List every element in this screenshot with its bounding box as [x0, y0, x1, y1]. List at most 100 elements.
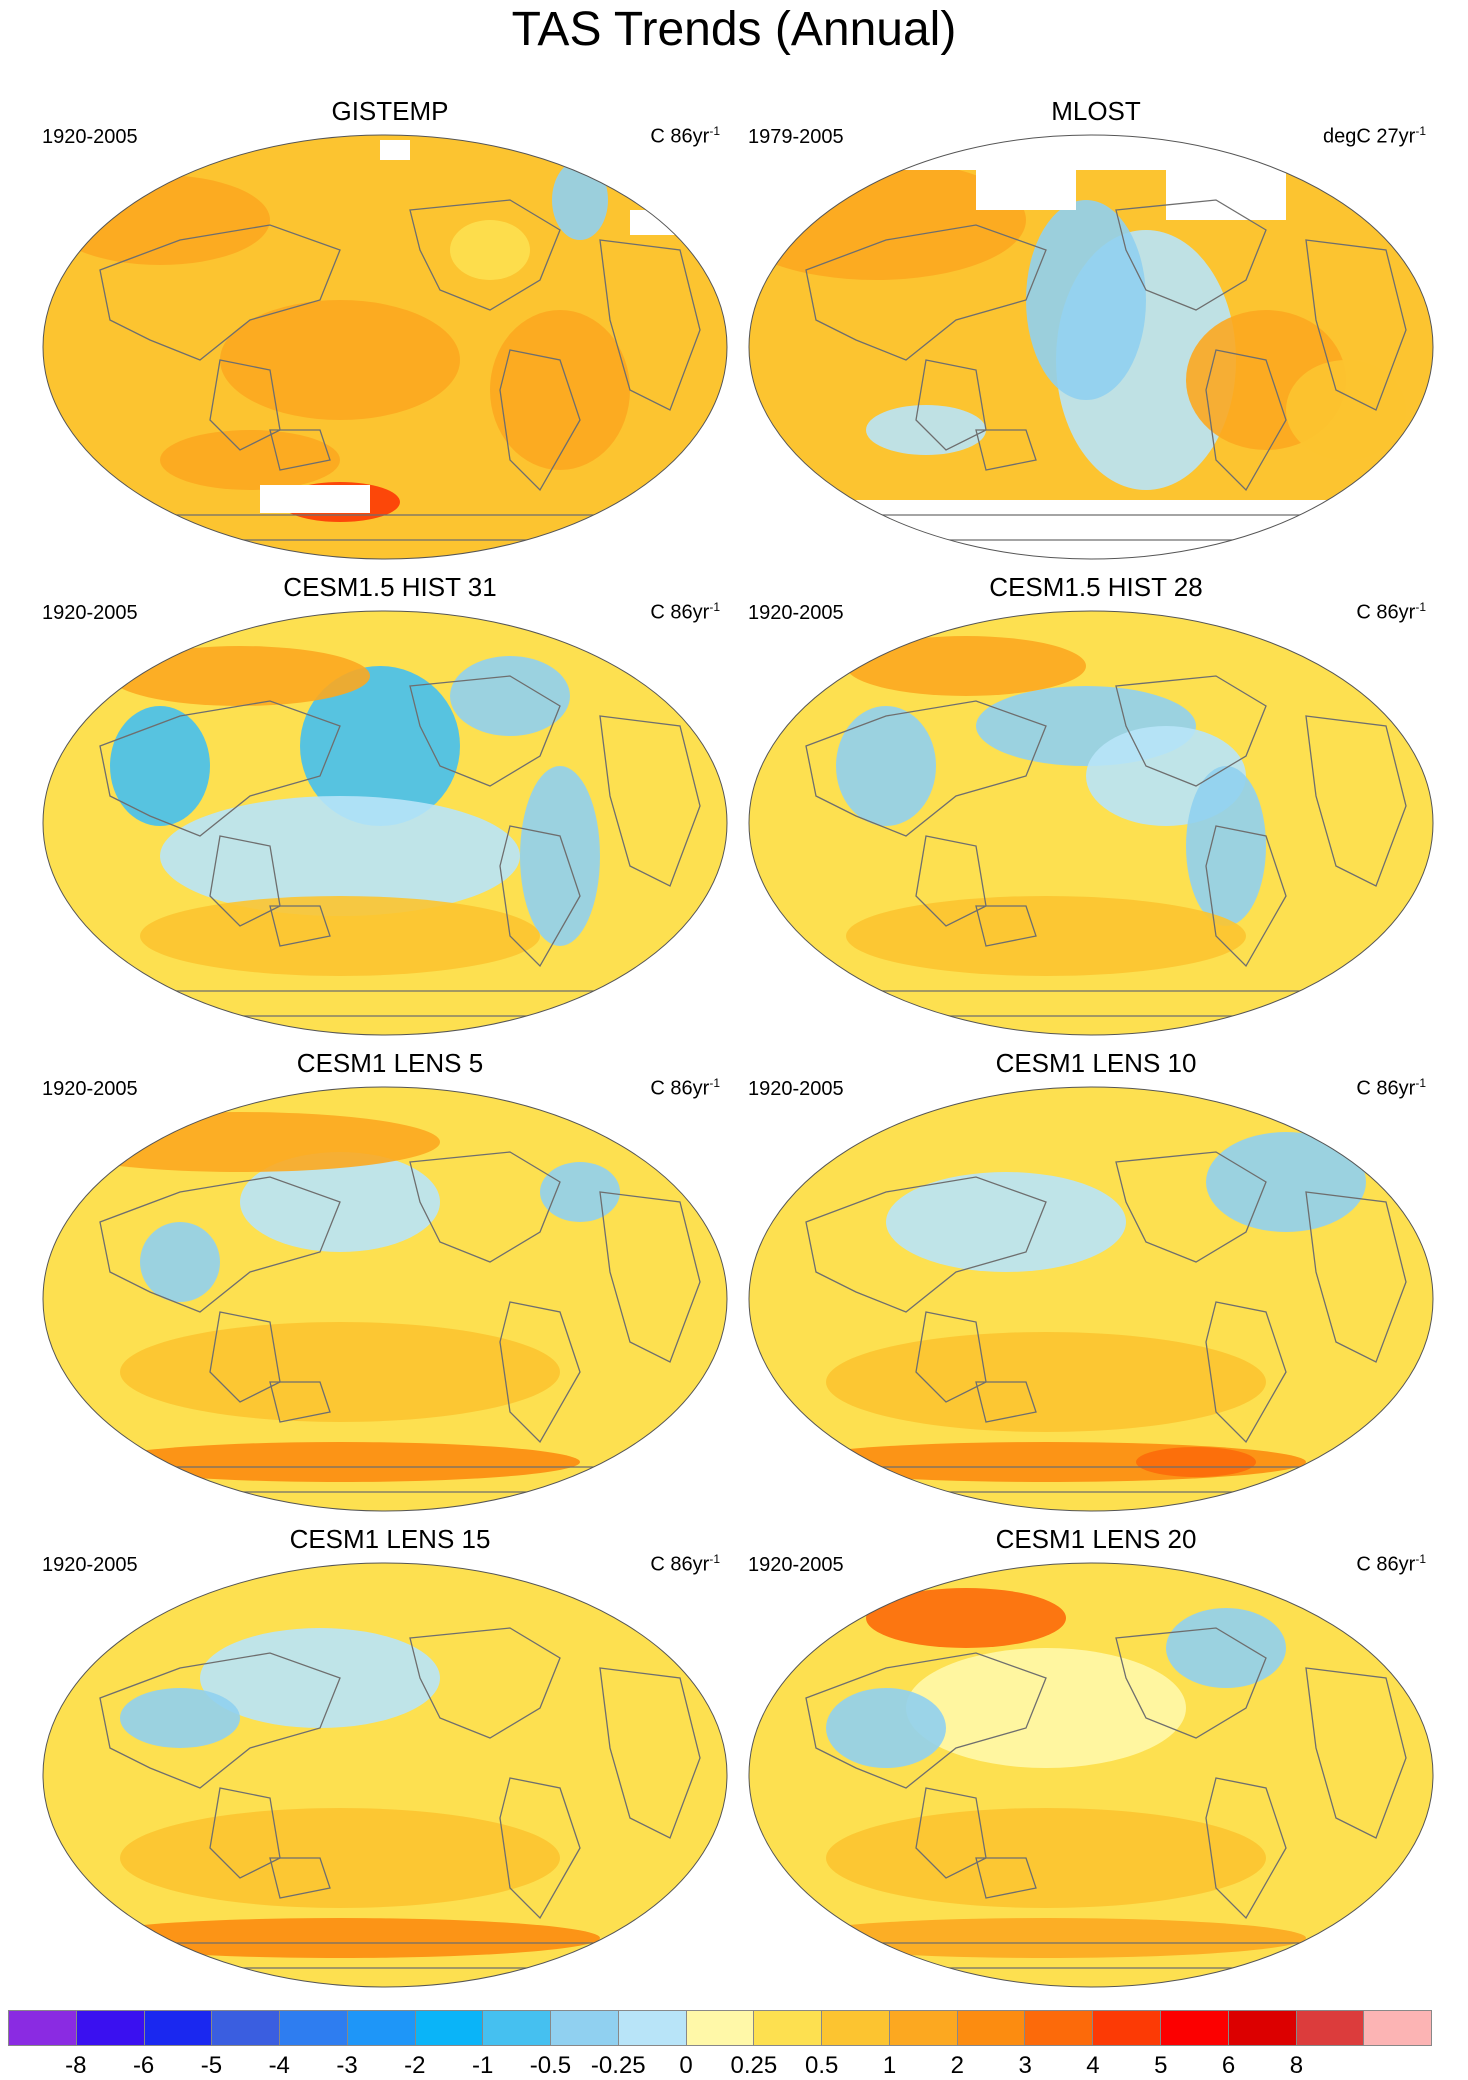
missing-data-region — [380, 140, 410, 160]
missing-data-region — [260, 485, 370, 513]
trend-region — [220, 300, 460, 420]
panel-title: GISTEMP — [331, 96, 449, 126]
colorbar-swatch — [551, 2011, 619, 2045]
panel-year-range: 1920-2005 — [42, 1554, 138, 1576]
coastline — [599, 1667, 701, 1839]
colorbar-label: -0.5 — [529, 2052, 572, 2079]
panel-year-range: 1920-2005 — [748, 1554, 844, 1576]
colorbar — [8, 2010, 1433, 2046]
coastline — [269, 905, 331, 947]
coastline — [499, 1777, 581, 1920]
map-border — [42, 134, 728, 560]
world-map — [748, 610, 1434, 1036]
panel-year-range: 1979-2005 — [748, 126, 844, 148]
coastline — [1205, 349, 1287, 492]
trend-region — [520, 766, 600, 946]
colorbar-label: 1 — [882, 2052, 897, 2079]
trend-region — [120, 1688, 240, 1748]
colorbar-label: -5 — [200, 2052, 223, 2079]
coastline — [409, 1151, 561, 1263]
colorbar-label: -4 — [268, 2052, 290, 2079]
panel-units: C 86yr-1 — [650, 1552, 720, 1576]
map-panel: CESM1 LENS 15 1920-2005 C 86yr-1 — [40, 1524, 740, 1988]
coastline — [99, 700, 341, 837]
panel-units: C 86yr-1 — [650, 124, 720, 148]
panel-year-range: 1920-2005 — [42, 126, 138, 148]
colorbar-swatch — [8, 2011, 77, 2045]
map-border — [42, 1086, 728, 1512]
coastline — [915, 1787, 987, 1879]
trend-region — [43, 1112, 440, 1172]
colorbar-label: 6 — [1221, 2052, 1236, 2079]
trend-region — [120, 1808, 560, 1908]
map-border — [42, 610, 728, 1036]
colorbar-swatch — [889, 2011, 958, 2045]
colorbar-labels: -8 -6 -5 -4 -3 -2 -1 -0.5 -0.25 0 0.25 0.5 1 2 3 4 5 6 8 — [8, 2052, 1432, 2079]
colorbar-label: -6 — [132, 2052, 155, 2079]
coastline — [99, 224, 341, 361]
coastline — [409, 1627, 561, 1739]
missing-data-region — [630, 210, 690, 235]
trend-region — [906, 1648, 1186, 1768]
panel-title: CESM1 LENS 10 — [995, 1048, 1197, 1078]
panel-units: C 86yr-1 — [1356, 600, 1426, 624]
trend-region — [1206, 1132, 1366, 1232]
map-border — [42, 1562, 728, 1988]
trend-region — [1286, 360, 1406, 460]
coastline — [1115, 1627, 1267, 1739]
colorbar-swatch — [1025, 2011, 1094, 2045]
panel-title: CESM1 LENS 15 — [289, 1524, 491, 1554]
panel-units: degC 27yr-1 — [1323, 124, 1426, 148]
trend-region — [100, 1442, 580, 1482]
world-map — [42, 134, 728, 560]
world-map — [748, 1562, 1434, 1988]
trend-region — [1186, 766, 1266, 926]
colorbar-swatch — [1161, 2011, 1229, 2045]
missing-data-region — [976, 170, 1076, 210]
map-panel: CESM1 LENS 5 1920-2005 C 86yr-1 — [40, 1048, 740, 1512]
panel-title: CESM1.5 HIST 28 — [989, 572, 1203, 602]
coastline — [209, 835, 281, 927]
trend-region — [110, 646, 370, 706]
map-field — [749, 1563, 1433, 1987]
figure-title: TAS Trends (Annual) — [511, 3, 957, 56]
map-panel: CESM1.5 HIST 31 1920-2005 C 86yr-1 — [40, 572, 740, 1036]
panel-title: CESM1.5 HIST 31 — [283, 572, 497, 602]
trend-region — [836, 706, 936, 826]
map-border — [748, 1562, 1434, 1988]
coastline — [805, 224, 1047, 361]
panel-units: C 86yr-1 — [650, 1076, 720, 1100]
trend-region — [140, 1222, 220, 1302]
colorbar-label: -0.25 — [590, 2052, 646, 2079]
world-map — [42, 1086, 728, 1512]
missing-data-region — [749, 500, 1433, 559]
missing-data-region — [749, 135, 1433, 170]
map-panel: GISTEMP 1920-2005 C 86yr-1 — [40, 96, 740, 560]
map-field — [43, 1563, 727, 1987]
colorbar-label: 3 — [1018, 2052, 1032, 2079]
coastline — [499, 349, 581, 492]
colorbar-label: -1 — [471, 2052, 494, 2079]
trend-region — [450, 656, 570, 736]
coastline — [99, 1176, 341, 1313]
trend-region — [826, 1332, 1266, 1432]
colorbar-swatch — [1228, 2011, 1297, 2045]
colorbar-swatch — [483, 2011, 552, 2045]
coastline — [409, 675, 561, 787]
colorbar-swatch — [1093, 2011, 1162, 2045]
coastline — [99, 1652, 341, 1789]
trend-region — [886, 1172, 1126, 1272]
colorbar-swatch — [280, 2011, 348, 2045]
trend-region — [450, 220, 530, 280]
coastline — [1305, 1667, 1407, 1839]
colorbar-swatch — [144, 2011, 213, 2045]
colorbar-swatch — [686, 2011, 755, 2045]
coastline — [1205, 1777, 1287, 1920]
world-map — [42, 610, 728, 1036]
coastline — [915, 1311, 987, 1403]
coastline — [915, 835, 987, 927]
trend-region — [846, 896, 1246, 976]
map-border — [748, 1086, 1434, 1512]
coastline — [209, 1787, 281, 1879]
coastline — [1305, 715, 1407, 887]
